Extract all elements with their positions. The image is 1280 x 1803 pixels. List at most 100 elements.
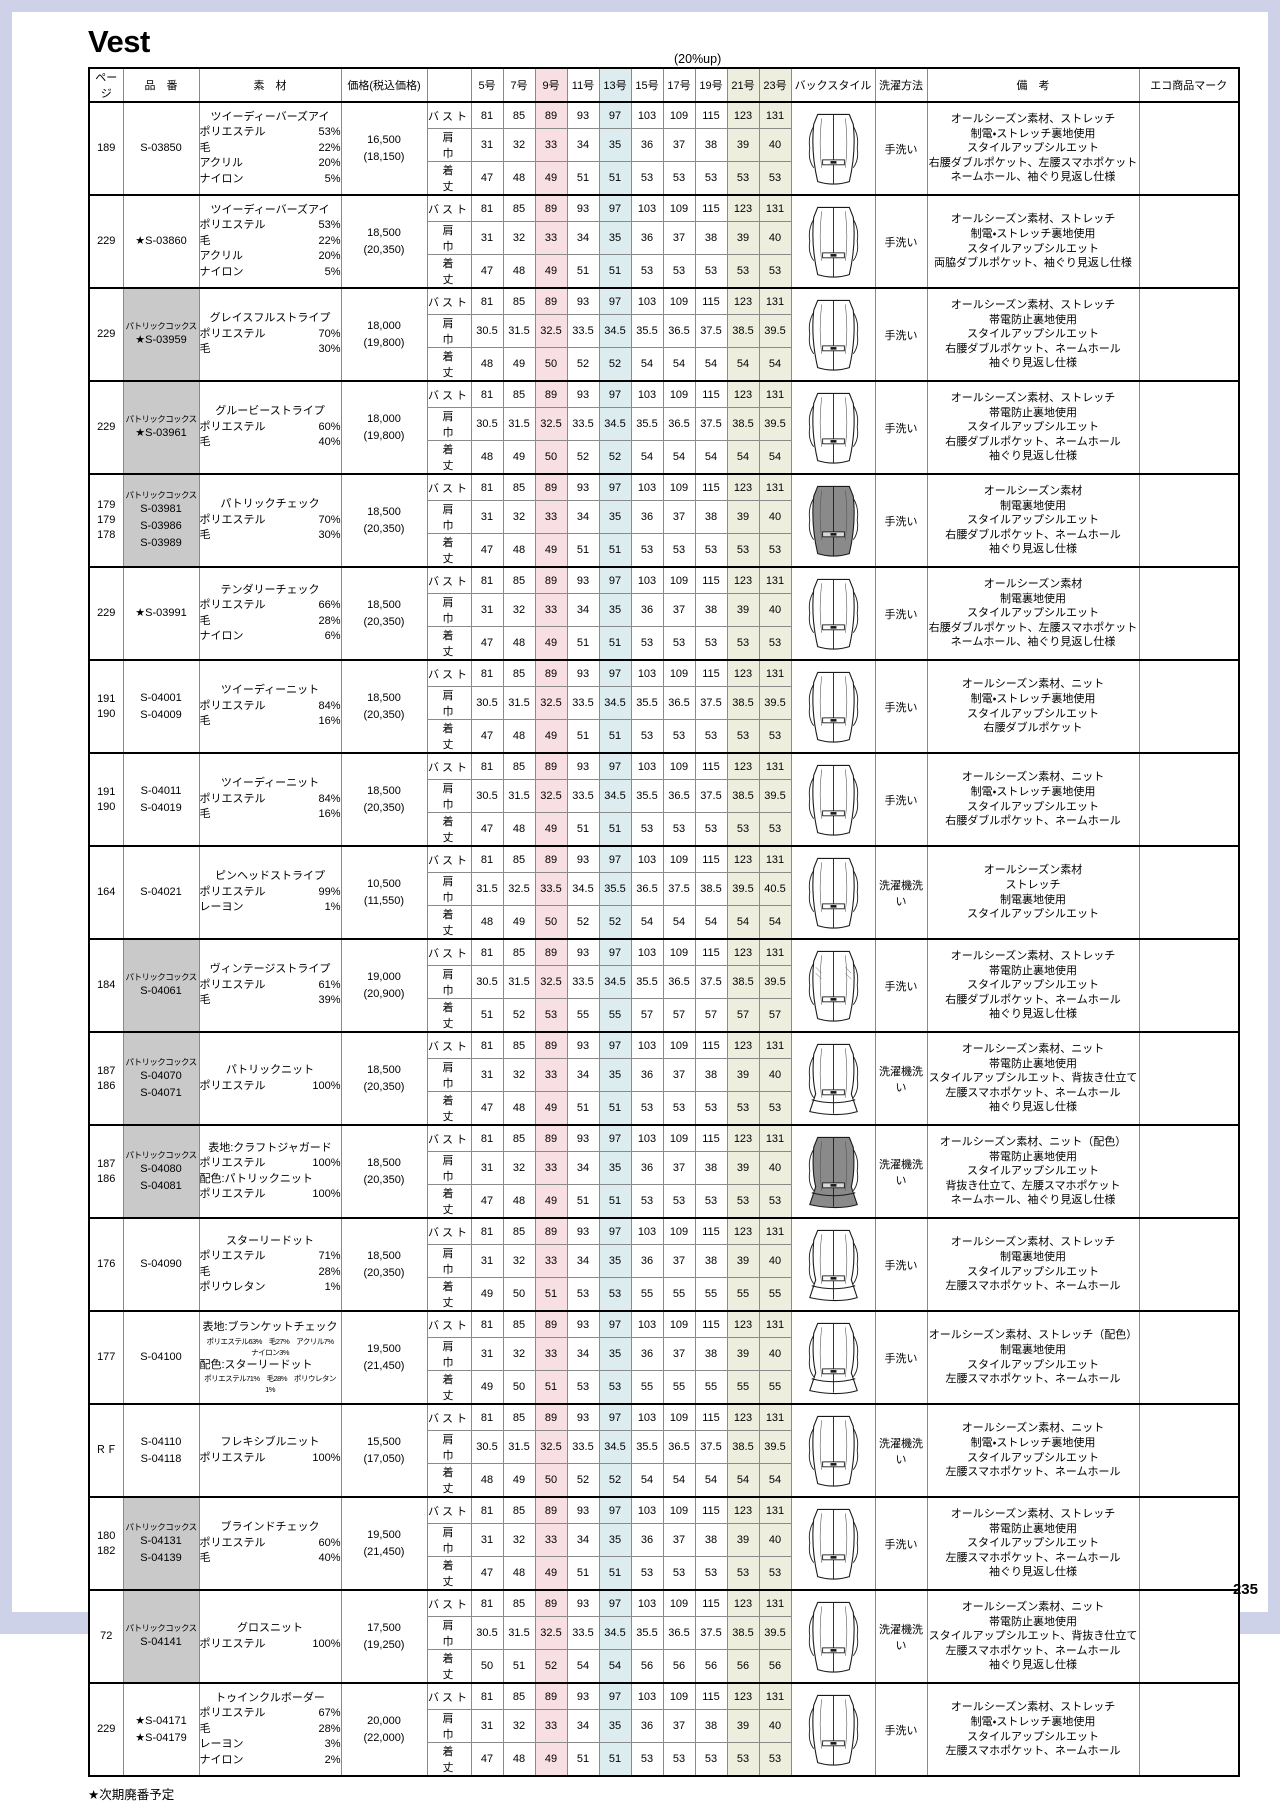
cell-measurement: 55 [662,1370,696,1405]
cell-measurement: 109 [662,938,696,966]
cell-measurement: 54 [566,1649,600,1684]
table-row: 180 182 パトリックコックス S-04131 S-04139 ブラインドチェック ポリ… [88,1496,1240,1591]
cell-back-style-illustration [790,101,876,196]
cell-eco-mark [1138,938,1240,1033]
table-row: 着 丈 47 48 49 51 51 53 53 53 53 53 [89,254,1239,289]
cell-measurement: 109 [662,194,696,222]
cell-measurement: 33.5 [534,872,568,906]
table-row: 229 パトリックコックス ★S-03959 グレイスフルストライプ ポリエステル 70%… [88,287,1240,382]
cell-measurement: 81 [470,1124,504,1152]
cell-measurement: 53 [726,254,760,289]
cell-measurement: 34 [566,1523,600,1557]
cell-measurement: 38.5 [694,872,728,906]
cell-measurement: 37 [662,221,696,255]
cell-eco-mark [1138,1031,1240,1126]
page-border-top [0,0,1280,12]
table-row: 着 丈 47 48 49 51 51 53 53 53 53 53 [89,719,1239,754]
cell-measurement: 34.5 [598,686,632,720]
cell-dimension-label: 着 丈 [426,347,472,382]
col-header-wash: 洗濯方法 [874,67,928,103]
cell-measurement: 31.5 [502,779,536,813]
cell-product-code: パトリックコックス S-04141 [122,1589,200,1684]
cell-wash-method: 手洗い [874,1682,928,1777]
cell-measurement: 115 [694,1682,728,1710]
cell-measurement: 37 [662,128,696,162]
cell-measurement: 47 [470,1742,504,1777]
table-row: 着 丈 49 50 51 53 53 55 55 55 55 55 [89,1370,1239,1405]
cell-measurement: 36.5 [662,965,696,999]
cell-measurement: 50 [534,347,568,382]
cell-measurement: 39.5 [758,407,792,441]
cell-page-numbers: 187 186 [88,1031,124,1126]
cell-eco-mark [1138,1403,1240,1498]
cell-measurement: 51 [566,812,600,847]
cell-product-code: S-04110 S-04118 [122,1403,200,1498]
cell-notes: オールシーズン素材、ストレッチ 帯電防止裏地使用 スタイルアップシルエット 右腰ダブル… [926,938,1140,1033]
cell-measurement: 131 [758,380,792,408]
cell-notes: オールシーズン素材、ストレッチ 制電・ストレッチ裏地使用 スタイルアップシルエット左… [926,1682,1140,1777]
table-row: 肩 巾 30.5 31.5 32.5 33.5 34.5 35.5 36.5 37.5 38.5 3… [89,779,1239,813]
cell-measurement: 33.5 [566,965,600,999]
cell-dimension-label: 肩 巾 [426,1709,472,1743]
cell-notes: オールシーズン素材、ストレッチ 制電裏地使用 スタイルアップシルエット 左腰スマホポケ… [926,1217,1140,1312]
cell-measurement: 93 [566,287,600,315]
cell-measurement: 123 [726,1310,760,1338]
cell-measurement: 34.5 [598,965,632,999]
cell-measurement: 89 [534,1589,568,1617]
cell-measurement: 85 [502,1031,536,1059]
cell-measurement: 48 [502,161,536,196]
cell-measurement: 53 [694,626,728,661]
cell-measurement: 51 [598,719,632,754]
cell-back-style-illustration [790,1217,876,1312]
cell-measurement: 36.5 [662,1616,696,1650]
cell-product-code: S-04021 [122,845,200,940]
cell-page-numbers: 189 [88,101,124,196]
cell-measurement: 93 [566,1124,600,1152]
cell-measurement: 115 [694,287,728,315]
cell-measurement: 53 [662,812,696,847]
cell-measurement: 53 [630,626,664,661]
cell-measurement: 39 [726,1709,760,1743]
cell-measurement: 31.5 [502,686,536,720]
cell-measurement: 37 [662,1244,696,1278]
cell-measurement: 36 [630,593,664,627]
cell-measurement: 97 [598,1217,632,1245]
cell-measurement: 93 [566,1682,600,1710]
cell-measurement: 93 [566,938,600,966]
col-header-page: ページ [88,67,124,103]
cell-price: 20,000 (22,000) [340,1682,428,1777]
cell-measurement: 55 [694,1277,728,1312]
cell-measurement: 32.5 [534,1430,568,1464]
cell-measurement: 81 [470,938,504,966]
cell-measurement: 115 [694,1031,728,1059]
cell-measurement: 40 [758,221,792,255]
cell-measurement: 89 [534,473,568,501]
cell-measurement: 48 [502,812,536,847]
cell-measurement: 85 [502,473,536,501]
cell-measurement: 35 [598,1151,632,1185]
table-row: 肩 巾 31 32 33 34 35 36 37 38 39 40 [89,128,1239,162]
cell-notes: オールシーズン素材、ストレッチ 制電・ストレッチ裏地使用 スタイルアップシルエット右… [926,101,1140,196]
cell-measurement: 38 [694,1244,728,1278]
cell-measurement: 123 [726,194,760,222]
cell-measurement: 131 [758,938,792,966]
cell-measurement: 33 [534,1058,568,1092]
cell-measurement: 35.5 [630,1616,664,1650]
cell-measurement: 97 [598,380,632,408]
cell-measurement: 56 [726,1649,760,1684]
cell-measurement: 103 [630,566,664,594]
cell-measurement: 103 [630,194,664,222]
cell-measurement: 89 [534,194,568,222]
cell-measurement: 56 [694,1649,728,1684]
cell-eco-mark [1138,1682,1240,1777]
cell-measurement: 49 [502,347,536,382]
cell-back-style-illustration [790,1031,876,1126]
cell-measurement: 54 [726,1463,760,1498]
cell-measurement: 53 [630,812,664,847]
cell-measurement: 123 [726,845,760,873]
cell-measurement: 35 [598,500,632,534]
cell-dimension-label: 肩 巾 [426,1523,472,1557]
cell-measurement: 47 [470,161,504,196]
cell-measurement: 85 [502,1310,536,1338]
cell-notes: オールシーズン素材、ストレッチ 帯電防止裏地使用 スタイルアップシルエット 左腰スマホ… [926,1496,1140,1591]
